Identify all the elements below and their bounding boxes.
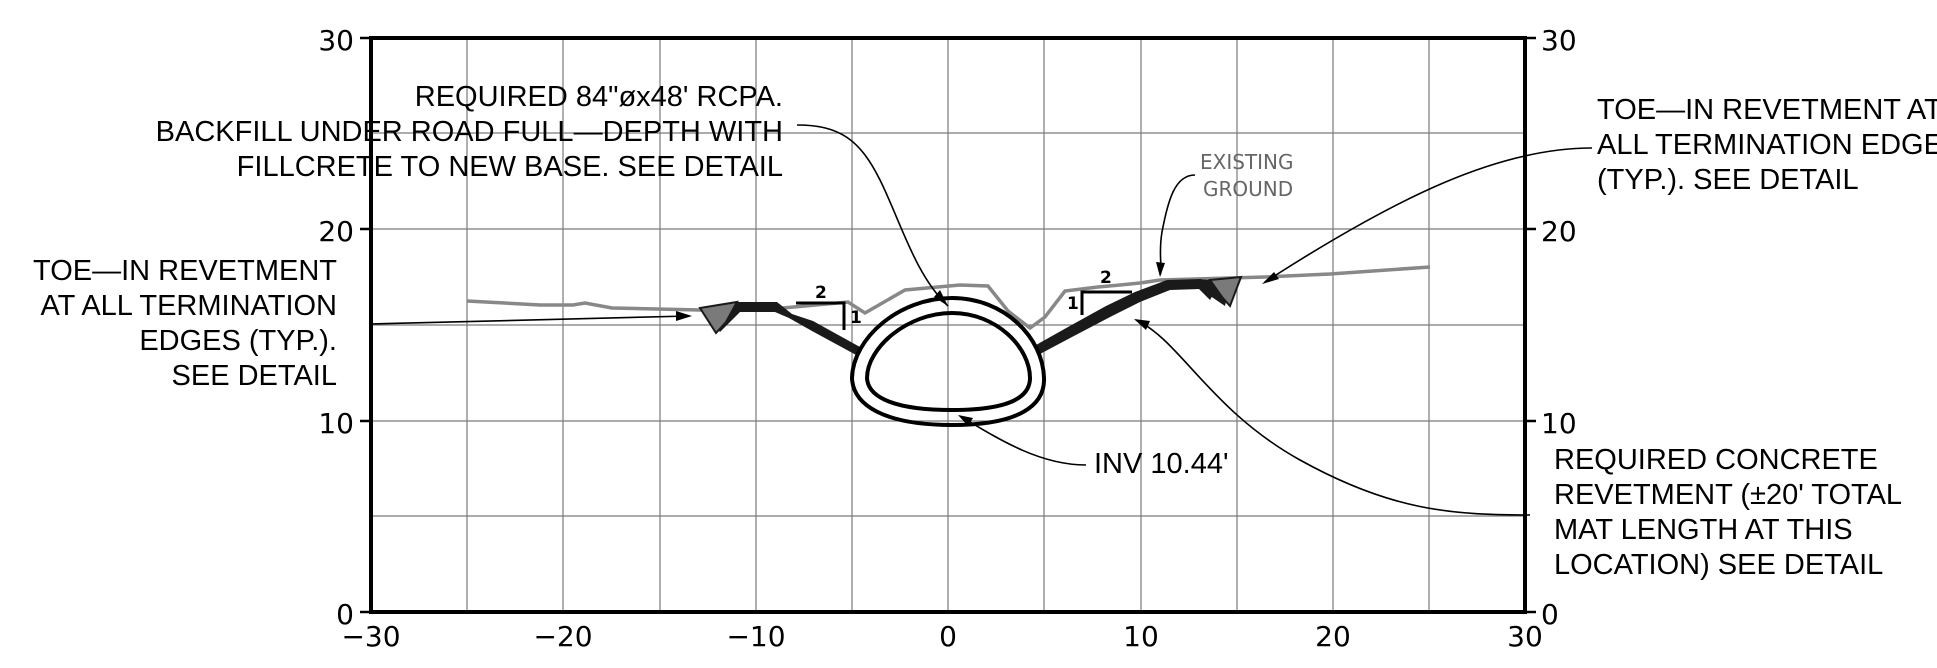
note-toe-left: TOE—IN REVETMENT AT ALL TERMINATION EDGE… [33,254,337,394]
note-pipe-line1: REQUIRED 84"øx48' RCPA. [156,80,783,115]
note-pipe: REQUIRED 84"øx48' RCPA. BACKFILL UNDER R… [156,80,783,185]
note-revetment: REQUIRED CONCRETE REVETMENT (±20' TOTAL … [1554,443,1902,583]
y-tick-left-20: 20 [318,215,354,248]
y-tick-right-20: 20 [1541,215,1577,248]
note-toe-right-line3: (TYP.). SEE DETAIL [1597,163,1937,198]
x-tick-0: 0 [939,620,957,653]
slope-rise-left: 1 [850,308,862,328]
slope-run-right: 2 [1100,268,1112,288]
existing-ground-label-line2: GROUND [1203,177,1293,201]
note-toe-left-line2: AT ALL TERMINATION [33,289,337,324]
note-pipe-line2: BACKFILL UNDER ROAD FULL—DEPTH WITH [156,115,783,150]
note-revetment-line3: MAT LENGTH AT THIS [1554,513,1902,548]
x-tick-minus20: −20 [533,620,592,653]
note-toe-left-line1: TOE—IN REVETMENT [33,254,337,289]
arrowhead-toe-left [676,311,692,321]
arrowhead-existing-ground [1156,262,1165,277]
x-tick-20: 20 [1315,620,1351,653]
x-tick-10: 10 [1123,620,1159,653]
y-tick-right-0: 0 [1541,598,1559,631]
note-pipe-line3: FILLCRETE TO NEW BASE. SEE DETAIL [156,150,783,185]
x-tick-30: 30 [1507,620,1543,653]
y-tick-left-10: 10 [318,407,354,440]
leader-existing-ground [1160,175,1195,275]
leader-toe-left [370,316,689,324]
note-revetment-line2: REVETMENT (±20' TOTAL [1554,478,1902,513]
y-tick-right-30: 30 [1541,24,1577,57]
note-invert: INV 10.44' [1094,447,1229,482]
note-invert-text: INV 10.44' [1094,447,1229,482]
note-toe-right: TOE—IN REVETMENT AT ALL TERMINATION EDGE… [1597,93,1937,198]
existing-ground-label-line1: EXISTING [1200,150,1294,174]
note-revetment-line1: REQUIRED CONCRETE [1554,443,1902,478]
slope-run-left: 2 [815,283,827,303]
y-tick-left-30: 30 [318,24,354,57]
leader-pipe [797,125,948,306]
note-toe-left-line3: EDGES (TYP.). [33,324,337,359]
x-tick-minus10: −10 [726,620,785,653]
note-toe-left-line4: SEE DETAIL [33,359,337,394]
slope-rise-right: 1 [1067,294,1079,314]
note-toe-right-line1: TOE—IN REVETMENT AT [1597,93,1937,128]
note-revetment-line4: LOCATION) SEE DETAIL [1554,548,1902,583]
revetment-left [713,302,860,356]
x-axis-labels: −30 −20 −10 0 10 20 30 [341,620,1542,653]
x-tick-minus30: −30 [341,620,400,653]
y-tick-right-10: 10 [1541,407,1577,440]
note-toe-right-line2: ALL TERMINATION EDGES [1597,128,1937,163]
